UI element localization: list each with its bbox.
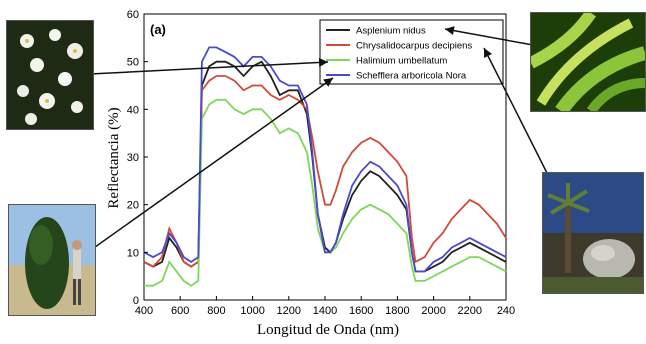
arrow-asplenium [444, 26, 534, 46]
x-tick-label: 1000 [240, 305, 264, 317]
x-tick-label: 1800 [385, 305, 409, 317]
x-tick-label: 1200 [277, 305, 301, 317]
y-tick-label: 40 [127, 104, 139, 116]
x-axis-ticks: 400 600 800 1000 1200 1400 1600 1800 2000 2200 240 [135, 296, 515, 317]
series-line-4 [143, 46, 507, 273]
x-tick-label: 600 [171, 305, 189, 317]
y-tick-label: 30 [127, 152, 139, 164]
y-tick-label: 50 [127, 57, 139, 69]
palm-with-boulder-photo-icon [542, 172, 644, 294]
x-tick-label: 2200 [458, 305, 482, 317]
shrub-with-person-photo-icon [8, 204, 96, 316]
legend-entry: Schefflera arboricola Nora [356, 71, 467, 82]
y-axis-ticks: 0 10 20 30 40 50 60 [127, 9, 148, 307]
legend-entry: Halimium umbellatum [356, 56, 447, 67]
x-axis-label: Longitud de Onda (nm) [257, 322, 399, 338]
legend-box [319, 19, 504, 85]
x-tick-label: 800 [207, 305, 225, 317]
arrow-chrysalido [483, 47, 549, 176]
panel-label: (a) [150, 22, 166, 37]
x-tick-label: 240 [497, 305, 515, 317]
y-axis-label: Reflectancia (%) [106, 107, 122, 208]
x-tick-label: 1400 [313, 305, 337, 317]
y-tick-label: 60 [127, 9, 139, 21]
annotation-arrows [73, 26, 549, 263]
series-layer [143, 46, 507, 287]
x-tick-label: 2000 [421, 305, 445, 317]
fern-leaf-photo-icon [530, 12, 646, 112]
y-tick-label: 10 [127, 247, 139, 259]
arrow-schefflera [73, 77, 334, 263]
legend: Asplenium nidus Chrysalidocarpus decipien… [319, 19, 504, 85]
x-tick-label: 400 [135, 305, 153, 317]
arrow-halimium [89, 57, 329, 75]
legend-entry: Asplenium nidus [356, 26, 426, 37]
y-tick-label: 0 [133, 295, 139, 307]
x-tick-label: 1600 [349, 305, 373, 317]
white-flower-photo-icon [6, 20, 94, 130]
legend-entry: Chrysalidocarpus decipiens [356, 41, 472, 52]
y-tick-label: 20 [127, 200, 139, 212]
